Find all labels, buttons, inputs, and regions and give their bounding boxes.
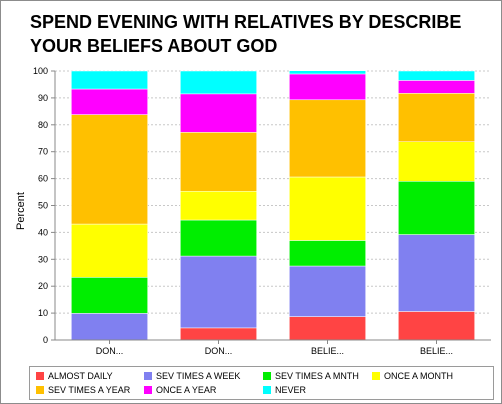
legend-item: NEVER (263, 384, 306, 396)
chart-title: SPEND EVENING WITH RELATIVES BY DESCRIBE… (30, 12, 462, 56)
bar-segment (398, 93, 475, 142)
bar-segment (71, 114, 148, 225)
bar-segment (398, 141, 475, 182)
bar-segment (71, 70, 148, 90)
bar-segment (398, 234, 475, 312)
legend-item: SEV TIMES A YEAR (36, 384, 130, 396)
bar-segment (180, 190, 257, 221)
bar-segment (398, 80, 475, 94)
chart-legend: ALMOST DAILY SEV TIMES A WEEK SEV TIMES A … (29, 366, 494, 400)
bar-segment (289, 99, 366, 178)
legend-label: ALMOST DAILY (48, 371, 113, 381)
bar-segment (71, 223, 148, 278)
y-tick-label: 100 (33, 66, 48, 76)
bar-segment (398, 181, 475, 235)
bar-segment (180, 132, 257, 192)
legend-label: ONCE A MONTH (384, 371, 454, 381)
legend-swatch (144, 386, 152, 394)
x-tick-label: BELIE... (420, 346, 453, 356)
bar-segment (289, 176, 366, 241)
bar-segment (180, 327, 257, 341)
x-tick-label: DON... (96, 346, 124, 356)
legend-swatch (263, 372, 271, 380)
legend-item: ALMOST DAILY (36, 370, 113, 382)
legend-swatch (144, 372, 152, 380)
legend-swatch (263, 386, 271, 394)
y-tick-label: 10 (38, 308, 48, 318)
legend-swatch (372, 372, 380, 380)
legend-item: SEV TIMES A WEEK (144, 370, 240, 382)
bar-segment (289, 70, 366, 75)
bar-segment (180, 70, 257, 95)
y-tick-label: 70 (38, 147, 48, 157)
bar-segment (71, 313, 148, 341)
legend-swatch (36, 372, 44, 380)
bar-segment (180, 255, 257, 329)
legend-item: SEV TIMES A MNTH (263, 370, 359, 382)
legend-label: SEV TIMES A MNTH (275, 371, 359, 381)
y-tick-label: 0 (43, 335, 48, 345)
bar-segment (180, 93, 257, 133)
y-tick-label: 80 (38, 120, 48, 130)
y-tick-label: 50 (38, 201, 48, 211)
y-tick-label: 30 (38, 254, 48, 264)
legend-label: ONCE A YEAR (156, 385, 217, 395)
bar-segment (71, 277, 148, 314)
legend-label: NEVER (275, 385, 307, 395)
y-tick-label: 60 (38, 174, 48, 184)
bar-segment (398, 311, 475, 341)
bar-segment (180, 219, 257, 257)
legend-item: ONCE A YEAR (144, 384, 216, 396)
legend-label: SEV TIMES A YEAR (48, 385, 131, 395)
bar-segment (289, 265, 366, 317)
bar-segment (289, 240, 366, 267)
bar-segment (289, 73, 366, 101)
y-tick-label: 40 (38, 227, 48, 237)
x-tick-label: DON... (205, 346, 233, 356)
x-tick-label: BELIE... (311, 346, 344, 356)
legend-label: SEV TIMES A WEEK (156, 371, 241, 381)
legend-swatch (36, 386, 44, 394)
bar-segment (71, 88, 148, 115)
y-tick-label: 20 (38, 281, 48, 291)
y-tick-label: 90 (38, 93, 48, 103)
legend-item: ONCE A MONTH (372, 370, 453, 382)
bar-segment (398, 70, 475, 81)
bar-segment (289, 316, 366, 341)
y-axis-label: Percent (15, 192, 27, 230)
